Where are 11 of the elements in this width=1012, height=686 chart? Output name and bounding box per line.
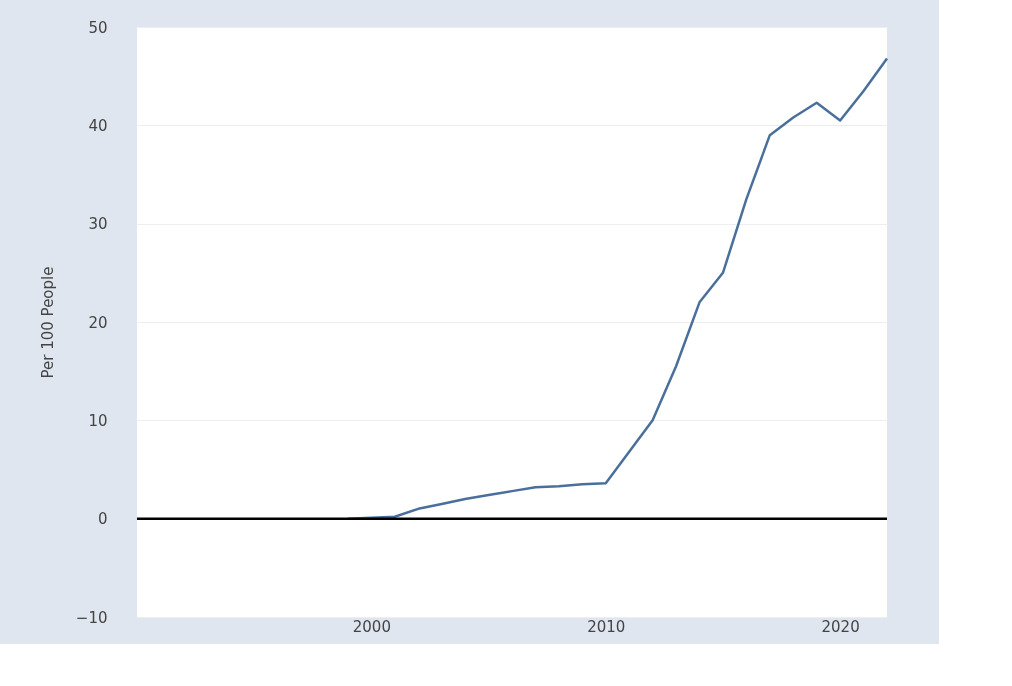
y-tick-label: 10 xyxy=(88,411,108,430)
y-axis-title: Per 100 People xyxy=(38,266,57,379)
x-tick-label: 2010 xyxy=(587,617,626,636)
y-tick-label: 40 xyxy=(88,116,108,135)
y-tick-label: 20 xyxy=(88,313,108,332)
y-tick-label: −10 xyxy=(75,608,108,627)
y-tick-label: 30 xyxy=(88,215,108,234)
x-tick-label: 2000 xyxy=(352,617,391,636)
x-tick-label: 2020 xyxy=(821,617,860,636)
y-tick-label: 0 xyxy=(97,510,108,529)
y-tick-label: 50 xyxy=(88,18,108,37)
